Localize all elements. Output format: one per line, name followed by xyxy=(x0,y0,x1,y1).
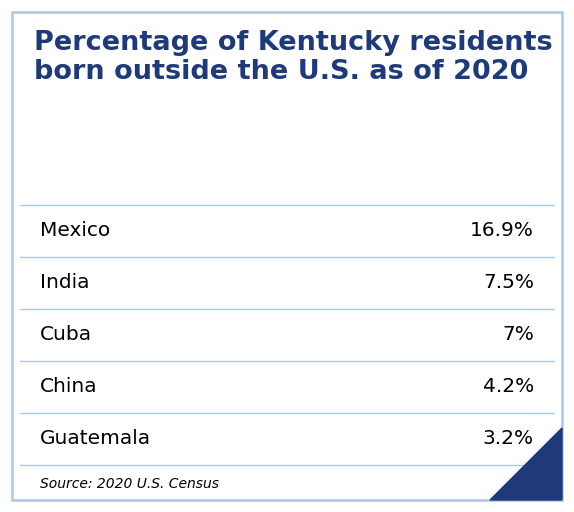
Text: Mexico: Mexico xyxy=(40,222,110,241)
Text: 16.9%: 16.9% xyxy=(470,222,534,241)
Text: Cuba: Cuba xyxy=(40,326,92,345)
Text: 7%: 7% xyxy=(502,326,534,345)
Polygon shape xyxy=(490,428,562,500)
Text: 7.5%: 7.5% xyxy=(483,273,534,292)
Text: 3.2%: 3.2% xyxy=(483,430,534,449)
Text: Source: 2020 U.S. Census: Source: 2020 U.S. Census xyxy=(40,478,219,492)
Text: Percentage of Kentucky residents
born outside the U.S. as of 2020: Percentage of Kentucky residents born ou… xyxy=(34,30,553,85)
Text: India: India xyxy=(40,273,90,292)
Text: Guatemala: Guatemala xyxy=(40,430,151,449)
FancyBboxPatch shape xyxy=(12,12,562,500)
Text: 4.2%: 4.2% xyxy=(483,377,534,396)
Text: China: China xyxy=(40,377,98,396)
